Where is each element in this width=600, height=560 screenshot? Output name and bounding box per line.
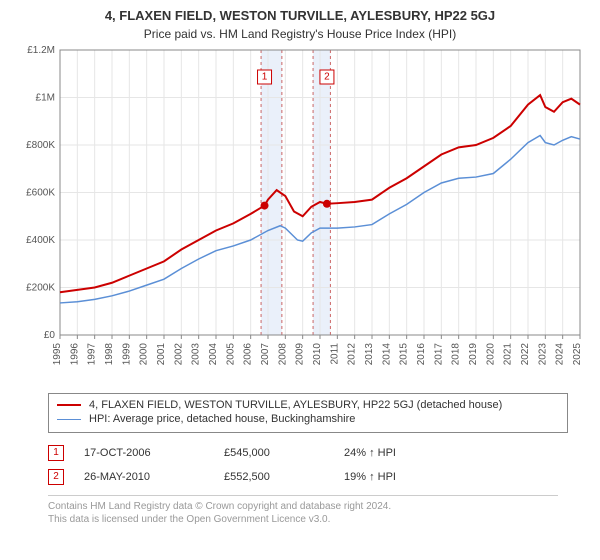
svg-text:2016: 2016 (416, 343, 427, 366)
sales-table: 1 17-OCT-2006 £545,000 24% ↑ HPI 2 26-MAY-201… (48, 441, 558, 489)
chart-area: £0 £200K £400K £600K £800K £1M £1.2M 1995 1996 19… (15, 45, 585, 385)
svg-text:2011: 2011 (329, 343, 340, 365)
svg-text:2: 2 (324, 72, 330, 83)
svg-text:2008: 2008 (277, 343, 288, 366)
svg-text:2004: 2004 (208, 343, 219, 366)
svg-text:2003: 2003 (191, 343, 202, 366)
svg-text:£400K: £400K (26, 235, 55, 246)
legend: 4, FLAXEN FIELD, WESTON TURVILLE, AYLESB… (48, 393, 568, 433)
svg-text:2014: 2014 (381, 343, 392, 366)
footnote-line2: This data is licensed under the Open Gov… (48, 513, 558, 526)
svg-text:2006: 2006 (243, 343, 254, 366)
svg-text:2007: 2007 (260, 343, 271, 366)
svg-text:2002: 2002 (173, 343, 184, 366)
svg-text:£1M: £1M (36, 93, 55, 104)
svg-text:2009: 2009 (295, 343, 306, 366)
svg-text:£600K: £600K (26, 188, 55, 199)
sale-price: £545,000 (224, 447, 324, 459)
svg-text:£1.2M: £1.2M (27, 45, 55, 56)
sale-marker-id: 1 (48, 445, 64, 461)
svg-text:2023: 2023 (537, 343, 548, 366)
svg-text:2018: 2018 (451, 343, 462, 366)
sale-date: 17-OCT-2006 (84, 447, 204, 459)
footnote-line1: Contains HM Land Registry data © Crown c… (48, 500, 558, 513)
legend-swatch (57, 404, 81, 406)
svg-text:2019: 2019 (468, 343, 479, 366)
legend-row: 4, FLAXEN FIELD, WESTON TURVILLE, AYLESB… (57, 398, 559, 412)
legend-row: HPI: Average price, detached house, Buck… (57, 412, 559, 426)
svg-text:2022: 2022 (520, 343, 531, 366)
sale-date: 26-MAY-2010 (84, 471, 204, 483)
svg-text:1998: 1998 (104, 343, 115, 366)
svg-text:2025: 2025 (572, 343, 583, 366)
svg-text:2015: 2015 (399, 343, 410, 366)
sale-row: 1 17-OCT-2006 £545,000 24% ↑ HPI (48, 441, 558, 465)
svg-text:£200K: £200K (26, 283, 55, 294)
legend-swatch (57, 419, 81, 420)
svg-text:1995: 1995 (52, 343, 63, 366)
footnote: Contains HM Land Registry data © Crown c… (48, 495, 558, 526)
svg-text:2001: 2001 (156, 343, 167, 366)
svg-text:1: 1 (262, 72, 268, 83)
sale-diff: 24% ↑ HPI (344, 447, 464, 459)
legend-label: HPI: Average price, detached house, Buck… (89, 413, 355, 425)
sale-diff: 19% ↑ HPI (344, 471, 464, 483)
line-chart-svg: £0 £200K £400K £600K £800K £1M £1.2M 1995 1996 19… (15, 45, 585, 385)
svg-text:2010: 2010 (312, 343, 323, 366)
sale-price: £552,500 (224, 471, 324, 483)
chart-subtitle: Price paid vs. HM Land Registry's House … (0, 23, 600, 45)
svg-text:2013: 2013 (364, 343, 375, 366)
sale-row: 2 26-MAY-2010 £552,500 19% ↑ HPI (48, 465, 558, 489)
svg-text:2005: 2005 (225, 343, 236, 366)
svg-text:2017: 2017 (433, 343, 444, 366)
svg-text:2020: 2020 (485, 343, 496, 366)
sale-marker-id: 2 (48, 469, 64, 485)
svg-text:2021: 2021 (503, 343, 514, 366)
svg-text:2024: 2024 (555, 343, 566, 366)
svg-text:£0: £0 (44, 330, 56, 341)
svg-text:2000: 2000 (139, 343, 150, 366)
svg-text:1999: 1999 (121, 343, 132, 366)
chart-title: 4, FLAXEN FIELD, WESTON TURVILLE, AYLESB… (0, 0, 600, 23)
svg-text:1996: 1996 (69, 343, 80, 366)
legend-label: 4, FLAXEN FIELD, WESTON TURVILLE, AYLESB… (89, 399, 502, 411)
svg-text:2012: 2012 (347, 343, 358, 366)
svg-text:£800K: £800K (26, 140, 55, 151)
svg-text:1997: 1997 (87, 343, 98, 366)
